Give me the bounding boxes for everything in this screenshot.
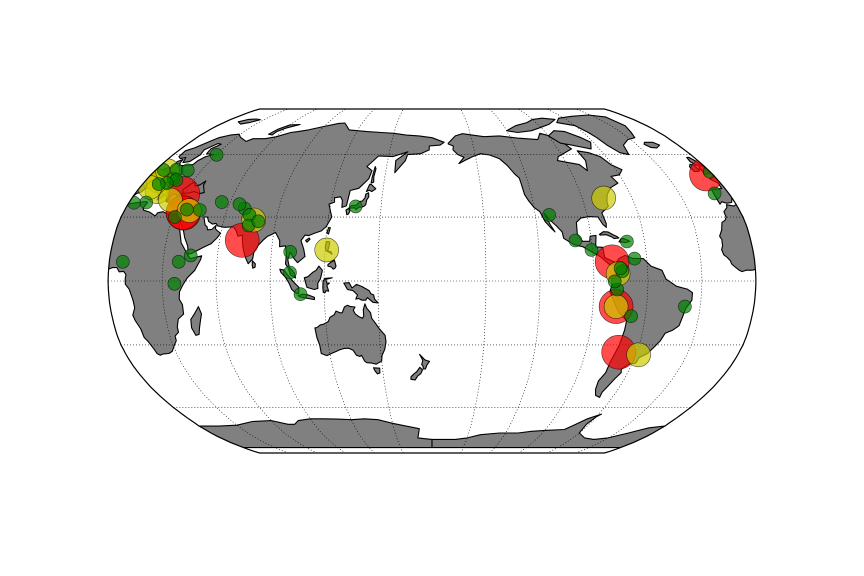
marker-small	[293, 287, 308, 302]
marker-medium	[591, 185, 617, 211]
meridian-line	[546, 109, 649, 453]
landmass-antarctica	[431, 413, 756, 449]
marker-small	[116, 254, 130, 269]
meridian-line	[215, 109, 318, 453]
markers	[116, 148, 724, 370]
marker-small	[215, 195, 229, 209]
landmass-svalbard	[237, 118, 261, 125]
marker-small	[568, 233, 583, 248]
landmass-kyushu	[345, 207, 351, 216]
landmass-new-zealand-south	[410, 366, 424, 381]
marker-small	[180, 202, 194, 217]
landmass-new-guinea	[343, 282, 379, 304]
meridian-line	[269, 109, 346, 453]
marker-small	[193, 203, 207, 217]
marker-small	[283, 245, 298, 259]
landmass-north-america	[447, 132, 623, 266]
landmass-mindanao	[327, 259, 337, 270]
marker-small	[678, 299, 692, 314]
landmass-taiwan	[326, 226, 331, 235]
map-boundary	[107, 108, 757, 454]
marker-small	[620, 234, 634, 249]
marker-small	[542, 208, 556, 222]
marker-small	[283, 265, 297, 280]
marker-small	[171, 254, 186, 269]
marker-small	[707, 186, 722, 201]
landmass-baffin	[547, 130, 592, 150]
marker-small	[151, 177, 166, 191]
landmass-madagascar	[190, 306, 203, 336]
marker-medium	[314, 237, 340, 263]
landmass-cuba	[598, 231, 620, 240]
marker-small	[613, 261, 628, 276]
meridian-line	[489, 109, 541, 453]
marker-small	[251, 214, 266, 229]
marker-small	[167, 276, 182, 291]
meridian-line	[518, 109, 595, 453]
landmass-hainan	[305, 237, 311, 243]
meridian-line	[575, 109, 703, 453]
landmass-iceland	[643, 141, 661, 149]
marker-small	[181, 163, 195, 178]
marker-small	[584, 243, 599, 257]
marker-small	[627, 251, 642, 266]
landmass-australia	[314, 303, 387, 365]
landmass-greenland	[556, 114, 636, 156]
landmass-novaya-zemlya	[268, 123, 301, 136]
meridian-line	[323, 109, 375, 453]
marker-small	[168, 210, 182, 224]
landmass-sulawesi	[322, 277, 333, 294]
landmass-sri-lanka	[251, 260, 256, 269]
landmass-sakhalin	[370, 166, 377, 184]
landmass-arctic-islands	[506, 117, 556, 134]
landmass-borneo	[303, 265, 323, 291]
landmass-new-zealand-north	[419, 353, 431, 370]
landmass-tasmania	[372, 367, 381, 375]
marker-small	[209, 148, 224, 162]
marker-small	[624, 309, 638, 324]
marker-small	[348, 199, 363, 214]
marker-small	[139, 195, 153, 210]
marker-small	[183, 248, 198, 263]
marker-small	[607, 274, 622, 289]
marker-small	[232, 197, 247, 211]
marker-medium	[626, 342, 651, 368]
landmass-hokkaido	[365, 183, 377, 193]
